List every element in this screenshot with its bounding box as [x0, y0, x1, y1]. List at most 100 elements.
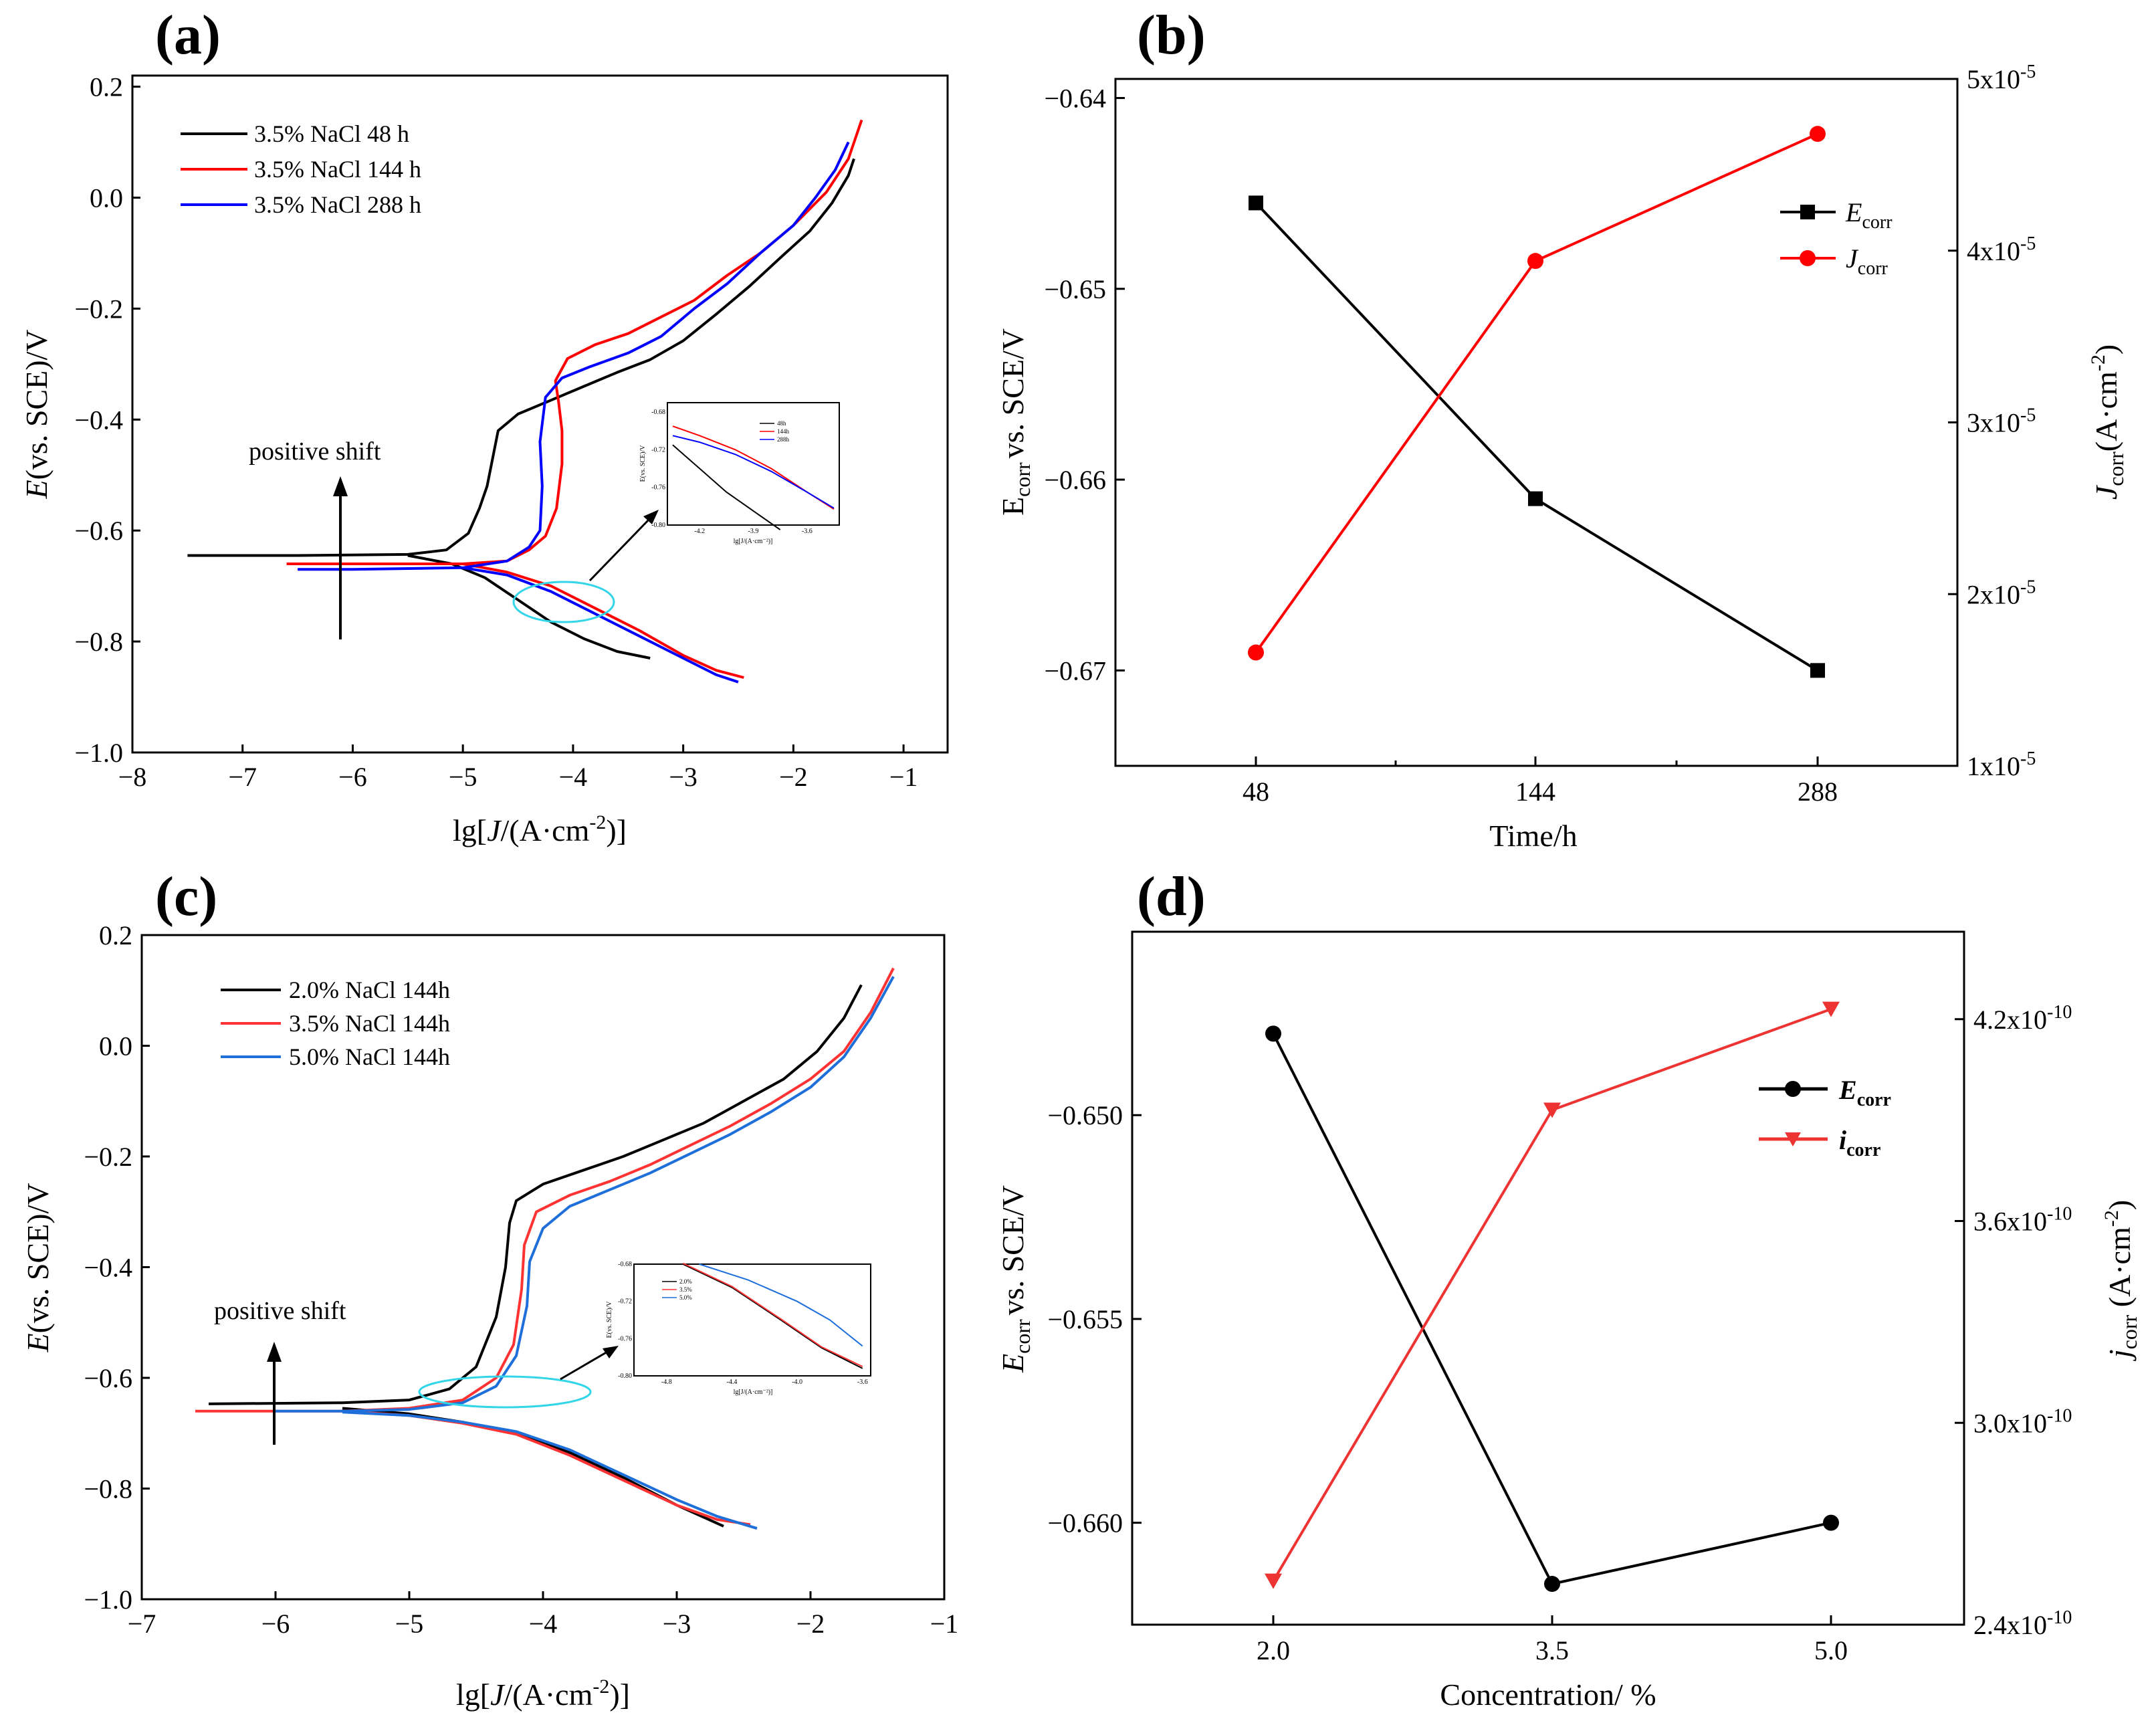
cathodic-curve-5-0-nacl-144h — [342, 1411, 758, 1530]
panel-c-inset-pointer-head-icon — [603, 1346, 619, 1358]
panel-a-y-ticks: −1.0 −0.8 −0.6 −0.4 −0.2 0.0 0.2 — [74, 72, 140, 768]
panel-c-inset-curves — [682, 1262, 863, 1369]
panel-c-curves — [195, 967, 895, 1530]
right-y-tick-label: 3x10-5 — [1967, 405, 2036, 438]
anodic-curve-2-0-nacl-144h — [208, 984, 863, 1405]
x-tick-label: 3.5 — [1535, 1635, 1569, 1665]
right-y-tick-label: 5x10-5 — [1967, 62, 2036, 94]
anodic-curve-3-5-nacl-288-h — [298, 141, 850, 571]
right-y-tick-label: 2.4x10-10 — [1973, 1607, 2072, 1640]
panel-c-letter: (c) — [155, 866, 217, 928]
panel-d-right-y-title: jcorr (A·cm-2) — [2100, 1200, 2141, 1361]
inset-curve-2-0- — [682, 1263, 863, 1369]
inset-y-tick-label: -0.80 — [618, 1373, 632, 1380]
inset-x-tick-label: -4.4 — [727, 1379, 738, 1386]
x-tick-label: 48 — [1243, 777, 1269, 807]
panel-a-positive-shift-label: positive shift — [249, 437, 381, 466]
y-tick-label: 0.0 — [99, 1031, 132, 1061]
panel-c-arrow-head-icon — [267, 1342, 282, 1362]
legend-marker-icorr-d-icon — [1785, 1132, 1801, 1146]
anodic-curve-3-5-nacl-144h — [195, 967, 895, 1413]
x-tick-label: 2.0 — [1257, 1635, 1290, 1665]
legend-label-2pct: 2.0% NaCl 144h — [289, 977, 450, 1003]
panel-b-x-ticks: 48 144 288 — [1243, 756, 1838, 807]
panel-c-inset-pointer — [560, 1350, 609, 1381]
panel-a-inset-ticks: -4.2 -3.9 -3.6 -0.68 -0.72 -0.76 -0.80 — [651, 409, 813, 535]
legend-label-48h: 3.5% NaCl 48 h — [254, 120, 409, 147]
panel-a-inset-pointer-head-icon — [643, 510, 659, 524]
data-point-ecorr — [1528, 491, 1543, 506]
y-tick-label: 0.2 — [90, 72, 123, 102]
x-tick-label: −4 — [559, 762, 588, 792]
panel-d-series — [1265, 1001, 1840, 1593]
legend-marker-ecorr-icon — [1800, 205, 1815, 219]
panel-b: (b) −0.67 −0.66 −0.65 −0.64 1x10-5 2x10-5 3x1… — [996, 4, 2128, 853]
y-tick-label: −1.0 — [74, 738, 123, 768]
inset-y-tick-label: -0.68 — [618, 1261, 632, 1268]
data-point-jcorr — [1527, 253, 1543, 270]
inset-legend-3-5pct: 3.5% — [679, 1286, 692, 1293]
x-tick-label: 144 — [1515, 777, 1555, 807]
inset-curve-3-5- — [682, 1262, 863, 1368]
legend-label-144h: 3.5% NaCl 144 h — [254, 156, 421, 183]
inset-x-tick-label: -4.8 — [661, 1379, 672, 1386]
cathodic-curve-2-0-nacl-144h — [342, 1407, 724, 1528]
x-tick-label: −8 — [118, 762, 147, 792]
panel-b-x-axis-title: Time/h — [1489, 819, 1577, 853]
x-tick-label: −5 — [395, 1609, 424, 1639]
panel-c-inset-ticks: -4.8 -4.4 -4.0 -3.6 -0.68 -0.72 -0.76 -0.80 — [618, 1261, 868, 1386]
panel-a-x-axis-title: lg[J/(A·cm-2)] — [453, 811, 627, 847]
data-point-ecorr — [1249, 195, 1263, 211]
legend-marker-ecorr-d-icon — [1785, 1081, 1801, 1097]
panel-d-right-ticks: 2.4x10-10 3.0x10-10 3.6x10-10 4.2x10-10 — [1955, 1002, 2072, 1640]
panel-d-left-ticks: −0.660 −0.655 −0.650 — [1047, 1100, 1142, 1538]
panel-b-left-y-title: Ecorrvs. SCE/V — [996, 328, 1035, 516]
left-y-tick-label: −0.65 — [1044, 274, 1106, 304]
panel-c-inset-legend: 2.0% 3.5% 5.0% — [662, 1278, 692, 1301]
panel-a-zoom-ellipse — [512, 581, 615, 623]
y-tick-label: −0.6 — [84, 1363, 132, 1393]
panel-c-x-axis-title: lg[J/(A·cm-2)] — [456, 1675, 630, 1712]
y-tick-label: 0.0 — [90, 183, 123, 213]
panel-c-y-axis-title: E(vs. SCE)/V — [21, 1183, 55, 1352]
inset-legend-48h: 48h — [777, 420, 786, 427]
right-y-tick-label: 3.6x10-10 — [1973, 1204, 2072, 1237]
inset-y-tick-label: -0.72 — [651, 446, 665, 453]
x-tick-label: −6 — [261, 1609, 290, 1639]
panel-d-letter: (d) — [1137, 866, 1206, 928]
y-tick-label: −0.2 — [74, 294, 123, 324]
panel-a-x-ticks: −8 −7 −6 −5 −4 −3 −2 −1 — [118, 744, 918, 792]
y-tick-label: −0.8 — [74, 627, 123, 657]
right-y-tick-label: 3.0x10-10 — [1973, 1405, 2072, 1438]
series-line-icorr — [1272, 1007, 1832, 1582]
panel-c-positive-shift-label: positive shift — [214, 1297, 346, 1325]
data-point-ecorr — [1265, 1025, 1281, 1042]
panel-d-legend: Ecorr icorr — [1759, 1075, 1891, 1160]
inset-curve-48h — [672, 444, 781, 530]
panel-a-inset-x-title: lg[J/(A·cm⁻²)] — [734, 538, 773, 545]
data-point-ecorr — [1544, 1576, 1560, 1593]
legend-label-3-5pct: 3.5% NaCl 144h — [289, 1010, 450, 1037]
panel-a-arrow-head-icon — [333, 476, 348, 496]
panel-a-letter: (a) — [155, 4, 221, 66]
panel-c-legend: 2.0% NaCl 144h 3.5% NaCl 144h 5.0% NaCl … — [221, 977, 450, 1070]
legend-label-ecorr: Ecorr — [1845, 197, 1893, 233]
x-tick-label: −1 — [930, 1609, 959, 1639]
data-point-jcorr — [1248, 644, 1264, 661]
legend-label-icorr-d: icorr — [1839, 1125, 1880, 1160]
right-y-tick-label: 4.2x10-10 — [1973, 1002, 2072, 1035]
x-tick-label: −6 — [338, 762, 367, 792]
x-tick-label: −7 — [128, 1609, 156, 1639]
panel-a-plot-frame — [131, 74, 949, 754]
cathodic-curve-3-5-nacl-144-h — [462, 563, 744, 679]
right-y-tick-label: 2x10-5 — [1967, 577, 2036, 609]
anodic-curve-3-5-nacl-48-h — [187, 158, 855, 557]
cathodic-curve-3-5-nacl-48-h — [407, 554, 651, 659]
series-line-ecorr — [1255, 202, 1819, 672]
x-tick-label: −5 — [449, 762, 477, 792]
panel-c: (c) −7 −6 −5 −4 −3 −2 −1 −1.0 −0.8 −0.6 −0.4 −0.2 0… — [21, 866, 958, 1712]
x-tick-label: −1 — [889, 762, 918, 792]
panel-d-x-ticks: 2.0 3.5 5.0 — [1257, 1615, 1848, 1665]
inset-x-tick-label: -4.0 — [792, 1379, 802, 1386]
panel-a-inset-curves — [672, 425, 835, 530]
